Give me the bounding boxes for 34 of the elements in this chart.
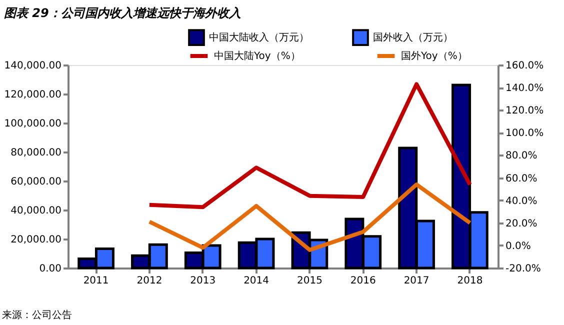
source-note: 来源：公司公告: [2, 309, 72, 321]
y-tick-label: 140,000.00: [4, 60, 62, 72]
x-tick-label: 2013: [190, 276, 216, 286]
y-tick-label: 40,000.00: [10, 206, 62, 216]
y2-tick-label: 100.0%: [506, 128, 544, 140]
legend-label: 国外Yoy（%）: [401, 51, 468, 62]
line-series: [147, 82, 472, 210]
x-tick-label: 2011: [83, 276, 109, 286]
x-tick-label: 2017: [404, 276, 430, 286]
y2-tick-label: -20.0%: [506, 264, 541, 274]
legend-label: 国外收入（万元）: [373, 32, 453, 44]
y-tick-label: 0.00: [39, 264, 62, 274]
y2-tick-label: 60.0%: [506, 173, 538, 184]
legend-label: 中国大陆收入（万元）: [209, 32, 309, 44]
y-tick-label: 20,000.00: [10, 234, 62, 246]
x-tick-label: 2016: [350, 276, 376, 286]
y-tick-label: 100,000.00: [4, 118, 62, 130]
y-tick-label: 80,000.00: [10, 148, 62, 158]
y2-tick-label: 0.0%: [506, 240, 531, 252]
y2-tick-label: 120.0%: [506, 106, 544, 117]
y-tick-label: 120,000.00: [4, 90, 62, 100]
chart-title: 图表 29：公司国内收入增速远快于海外收入: [4, 6, 241, 20]
legend-label: 中国大陆Yoy（%）: [214, 50, 300, 62]
x-tick-label: 2018: [457, 276, 483, 286]
y2-tick-label: 140.0%: [506, 83, 544, 94]
x-tick-label: 2015: [296, 276, 322, 286]
y2-tick-label: 80.0%: [506, 150, 538, 162]
y2-tick-label: 40.0%: [506, 196, 538, 207]
y2-tick-label: 20.0%: [506, 218, 538, 230]
line-series: [147, 182, 472, 252]
x-tick-label: 2012: [136, 276, 162, 286]
y2-tick-label: 160.0%: [506, 60, 544, 72]
x-tick-label: 2014: [244, 276, 270, 286]
y-tick-label: 60,000.00: [10, 176, 62, 188]
